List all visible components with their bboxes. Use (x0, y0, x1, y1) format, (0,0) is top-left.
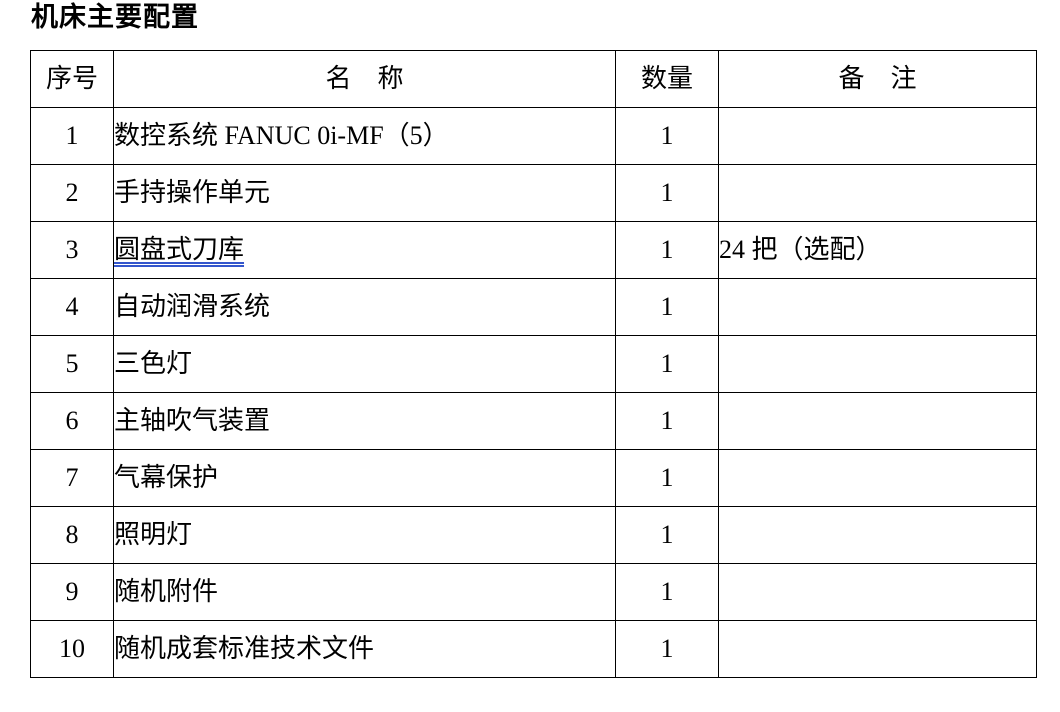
cell-qty: 1 (615, 620, 719, 678)
cell-qty: 1 (615, 392, 719, 450)
cell-no: 5 (30, 335, 114, 393)
cell-name: 随机附件 (113, 563, 616, 621)
cell-no: 8 (30, 506, 114, 564)
cell-no: 2 (30, 164, 114, 222)
cell-remark (718, 620, 1037, 678)
cell-name: 主轴吹气装置 (113, 392, 616, 450)
cell-remark: 24 把（选配） (718, 221, 1037, 279)
cell-qty: 1 (615, 107, 719, 165)
cell-name: 手持操作单元 (113, 164, 616, 222)
cell-remark (718, 164, 1037, 222)
cell-no: 4 (30, 278, 114, 336)
cell-qty: 1 (615, 449, 719, 507)
table-row: 9 随机附件 1 (30, 563, 1037, 621)
cell-no: 3 (30, 221, 114, 279)
cell-no: 6 (30, 392, 114, 450)
cell-remark (718, 392, 1037, 450)
header-name: 名 称 (113, 50, 616, 108)
cell-remark (718, 449, 1037, 507)
cell-remark (718, 107, 1037, 165)
cell-name: 三色灯 (113, 335, 616, 393)
cell-remark (718, 563, 1037, 621)
cell-no: 7 (30, 449, 114, 507)
header-no: 序号 (30, 50, 114, 108)
table-row: 8 照明灯 1 (30, 506, 1037, 564)
cell-name: 数控系统 FANUC 0i-MF（5） (113, 107, 616, 165)
cell-qty: 1 (615, 335, 719, 393)
cell-qty: 1 (615, 506, 719, 564)
table-row: 2 手持操作单元 1 (30, 164, 1037, 222)
cell-no: 1 (30, 107, 114, 165)
underlined-name-text: 圆盘式刀库 (114, 234, 245, 264)
cell-qty: 1 (615, 164, 719, 222)
table-row: 3 圆盘式刀库 1 24 把（选配） (30, 221, 1037, 279)
table-row: 7 气幕保护 1 (30, 449, 1037, 507)
cell-qty: 1 (615, 278, 719, 336)
cell-name: 圆盘式刀库 (113, 221, 616, 279)
table-header-row: 序号 名 称 数量 备 注 (30, 50, 1037, 108)
cell-no: 10 (30, 620, 114, 678)
cell-name: 自动润滑系统 (113, 278, 616, 336)
document-title: 机床主要配置 (31, 2, 199, 32)
cell-no: 9 (30, 563, 114, 621)
header-qty: 数量 (615, 50, 719, 108)
cell-remark (718, 506, 1037, 564)
header-remark: 备 注 (718, 50, 1037, 108)
table-row: 1 数控系统 FANUC 0i-MF（5） 1 (30, 107, 1037, 165)
table-row: 4 自动润滑系统 1 (30, 278, 1037, 336)
table-row: 5 三色灯 1 (30, 335, 1037, 393)
cell-qty: 1 (615, 221, 719, 279)
cell-name: 随机成套标准技术文件 (113, 620, 616, 678)
cell-qty: 1 (615, 563, 719, 621)
cell-name: 照明灯 (113, 506, 616, 564)
table-row: 6 主轴吹气装置 1 (30, 392, 1037, 450)
cell-remark (718, 278, 1037, 336)
configuration-table: 序号 名 称 数量 备 注 1 数控系统 FANUC 0i-MF（5） 1 2 … (30, 50, 1037, 678)
cell-name: 气幕保护 (113, 449, 616, 507)
cell-remark (718, 335, 1037, 393)
table-row: 10 随机成套标准技术文件 1 (30, 620, 1037, 678)
